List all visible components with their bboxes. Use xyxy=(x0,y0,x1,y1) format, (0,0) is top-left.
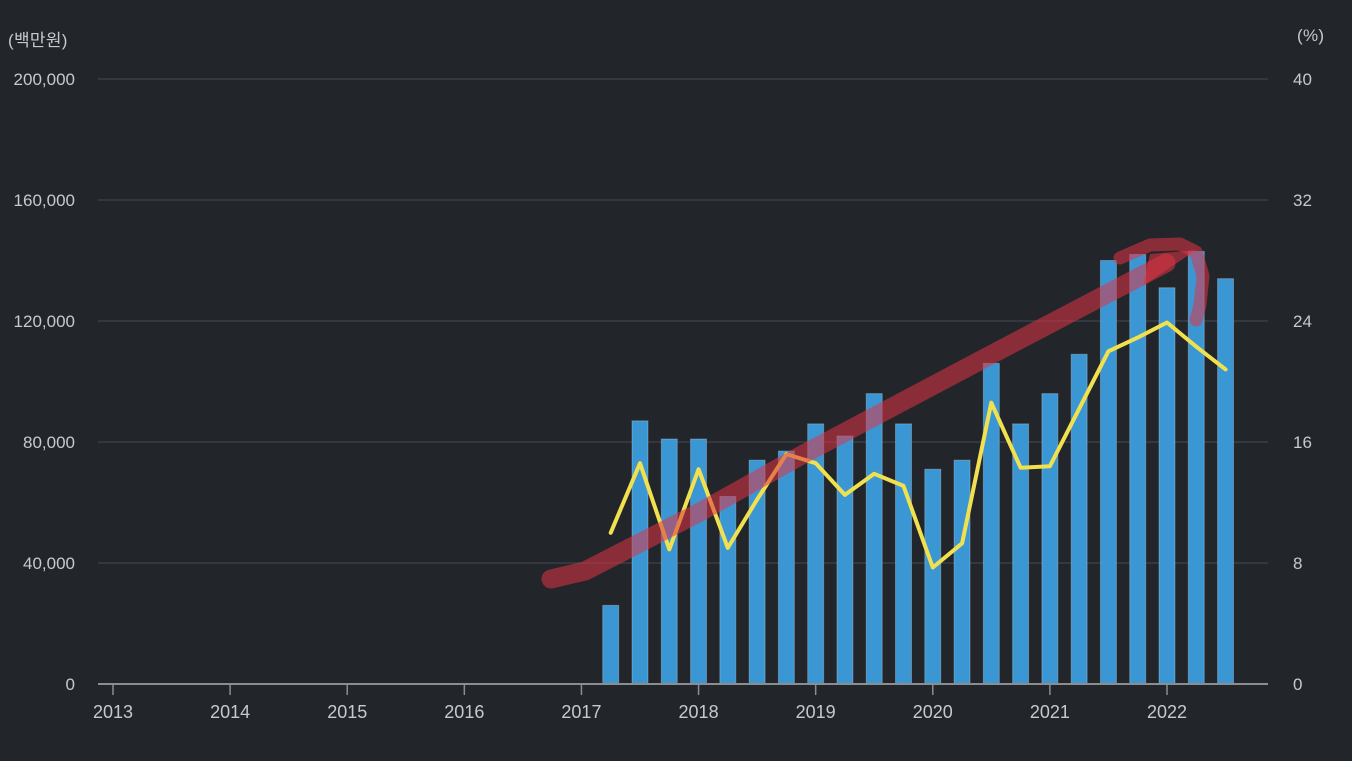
bar xyxy=(660,438,678,685)
left-axis-tick-label: 200,000 xyxy=(14,70,75,89)
bar xyxy=(953,459,971,685)
x-axis-year-label: 2016 xyxy=(444,702,484,722)
x-axis-year-label: 2020 xyxy=(913,702,953,722)
left-axis-tick-label: 80,000 xyxy=(23,433,75,452)
bar xyxy=(1099,260,1117,685)
right-axis-tick-label: 16 xyxy=(1293,433,1312,452)
right-axis-tick-label: 0 xyxy=(1293,675,1302,694)
right-axis-tick-label: 40 xyxy=(1293,70,1312,89)
right-axis-unit-label: (%) xyxy=(1297,26,1325,45)
bar xyxy=(602,604,620,685)
left-axis-unit-label: (백만원) xyxy=(8,31,68,50)
x-axis-year-label: 2018 xyxy=(679,702,719,722)
x-axis-year-label: 2022 xyxy=(1147,702,1187,722)
right-axis-tick-label: 8 xyxy=(1293,554,1302,573)
left-axis-tick-label: 40,000 xyxy=(23,554,75,573)
x-axis-year-label: 2021 xyxy=(1030,702,1070,722)
left-axis-tick-label: 0 xyxy=(66,675,75,694)
x-axis-year-label: 2017 xyxy=(561,702,601,722)
bar xyxy=(1129,253,1147,685)
arrow-annotation-tip xyxy=(1143,250,1196,286)
bar xyxy=(924,468,942,685)
arrow-annotation-head xyxy=(1113,237,1210,327)
x-axis-year-label: 2015 xyxy=(327,702,367,722)
bar xyxy=(894,423,912,685)
bar xyxy=(690,438,708,685)
bar xyxy=(1217,278,1235,685)
bar xyxy=(719,495,737,685)
left-axis-tick-label: 120,000 xyxy=(14,312,75,331)
bar xyxy=(1041,393,1059,685)
bar xyxy=(1070,353,1088,685)
bar xyxy=(836,435,854,685)
right-axis-tick-label: 32 xyxy=(1293,191,1312,210)
x-axis-year-label: 2014 xyxy=(210,702,250,722)
left-axis-tick-label: 160,000 xyxy=(14,191,75,210)
bar xyxy=(1158,287,1176,685)
x-axis-year-label: 2019 xyxy=(796,702,836,722)
x-axis-year-label: 2013 xyxy=(93,702,133,722)
right-axis-tick-label: 24 xyxy=(1293,312,1312,331)
bar xyxy=(865,393,883,685)
bar xyxy=(777,450,795,685)
arrow-annotation-shaft xyxy=(541,253,1176,589)
